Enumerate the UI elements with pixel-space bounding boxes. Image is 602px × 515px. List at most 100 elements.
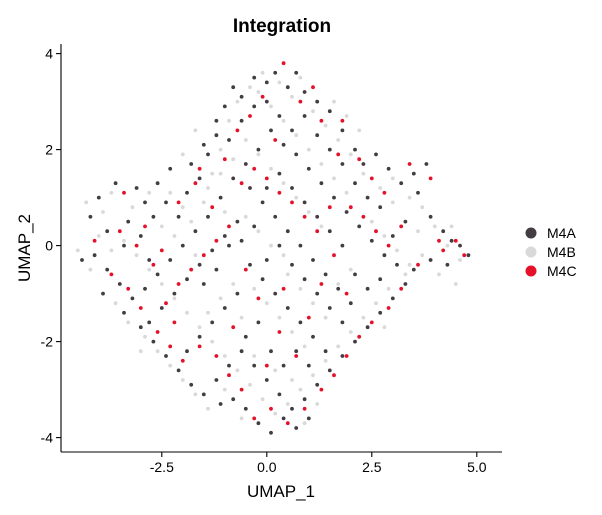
point-m4a-41 (411, 267, 416, 272)
point-m4a-153 (239, 118, 244, 123)
point-m4c-76 (243, 267, 248, 272)
point-m4a-177 (252, 224, 257, 229)
point-m4a-20 (285, 85, 290, 90)
point-m4b-127 (75, 248, 80, 253)
point-m4a-32 (424, 162, 429, 166)
point-m4c-21 (462, 253, 467, 258)
point-m4b-74 (269, 166, 273, 171)
point-m4b-65 (252, 286, 257, 291)
point-m4b-78 (218, 171, 223, 176)
point-m4a-158 (302, 114, 307, 118)
point-m4a-49 (306, 166, 311, 171)
point-m4c-27 (357, 334, 362, 339)
point-m4a-29 (386, 166, 391, 171)
point-m4a-73 (176, 368, 181, 373)
point-m4c-16 (382, 190, 387, 195)
point-m4a-149 (189, 162, 194, 166)
point-m4b-123 (332, 99, 336, 104)
point-m4a-109 (235, 219, 240, 224)
point-m4c-69 (361, 214, 366, 219)
point-m4c-8 (248, 114, 252, 118)
point-m4c-70 (374, 229, 378, 234)
point-m4a-146 (227, 243, 231, 248)
point-m4b-120 (453, 282, 458, 286)
point-m4b-52 (134, 253, 139, 258)
point-m4c-66 (176, 282, 181, 286)
point-m4b-118 (416, 229, 420, 234)
point-m4c-64 (201, 253, 206, 258)
point-m4a-64 (117, 282, 122, 286)
point-m4a-115 (159, 306, 164, 310)
point-m4a-36 (449, 238, 454, 243)
point-m4a-172 (290, 186, 294, 190)
point-m4a-38 (466, 253, 471, 258)
point-m4a-79 (252, 363, 257, 368)
x-tick-label: -2.5 (150, 459, 174, 475)
point-m4a-23 (315, 99, 320, 104)
legend-key-m4b (525, 246, 537, 258)
point-m4a-7 (151, 214, 156, 219)
point-m4b-13 (260, 70, 265, 75)
point-m4a-155 (264, 99, 269, 104)
point-m4b-12 (248, 85, 252, 90)
point-m4a-70 (138, 325, 143, 330)
point-m4a-134 (340, 320, 345, 325)
point-m4b-106 (269, 243, 273, 248)
point-m4b-70 (319, 224, 324, 229)
point-m4a-179 (264, 258, 269, 262)
point-m4a-130 (290, 262, 294, 267)
point-m4b-93 (298, 286, 303, 291)
point-m4a-166 (168, 166, 173, 171)
point-m4c-62 (227, 224, 231, 229)
point-m4b-117 (390, 200, 395, 205)
point-m4a-86 (294, 426, 299, 430)
point-m4a-116 (147, 320, 152, 325)
point-m4b-51 (147, 267, 152, 272)
point-m4c-32 (285, 421, 290, 426)
point-m4a-57 (206, 214, 210, 219)
point-m4a-132 (315, 291, 320, 296)
point-m4b-84 (344, 190, 349, 195)
point-m4b-91 (256, 90, 261, 94)
point-m4a-97 (378, 310, 383, 315)
point-m4a-2 (143, 200, 147, 205)
point-m4a-114 (172, 291, 177, 296)
point-m4b-35 (348, 330, 353, 334)
point-m4b-104 (243, 214, 248, 219)
point-m4c-11 (298, 99, 303, 104)
point-m4c-73 (340, 118, 345, 123)
point-m4a-10 (185, 190, 189, 195)
point-m4b-5 (172, 234, 177, 238)
point-m4b-115 (239, 416, 244, 421)
point-m4a-44 (369, 238, 374, 243)
x-tick-label: 5.0 (467, 459, 487, 475)
point-m4c-63 (214, 238, 219, 243)
point-m4c-24 (399, 286, 404, 291)
point-m4b-16 (298, 75, 303, 80)
point-m4c-52 (306, 315, 311, 320)
point-m4c-5 (210, 205, 215, 210)
point-m4c-9 (260, 94, 265, 99)
point-m4c-77 (231, 325, 236, 330)
point-m4a-91 (231, 397, 236, 402)
point-m4b-22 (378, 186, 383, 190)
point-m4b-98 (231, 282, 236, 286)
point-m4b-103 (168, 190, 173, 195)
point-m4b-82 (395, 248, 399, 253)
point-m4a-162 (353, 181, 357, 186)
point-m4b-3 (147, 190, 152, 195)
point-m4b-39 (298, 387, 303, 392)
point-m4b-31 (403, 272, 408, 277)
legend-label-m4b: M4B (547, 244, 576, 260)
point-m4b-23 (390, 176, 395, 181)
point-m4b-32 (386, 286, 391, 291)
point-m4a-17 (252, 75, 257, 80)
point-m4a-151 (214, 118, 219, 123)
x-axis-title: UMAP_1 (247, 482, 315, 501)
y-axis-ticks: -4 -2 0 2 4 (41, 46, 61, 446)
point-m4a-53 (256, 147, 261, 152)
legend-key-m4a (525, 227, 537, 239)
point-m4c-18 (428, 176, 433, 181)
point-m4a-105 (285, 229, 290, 234)
